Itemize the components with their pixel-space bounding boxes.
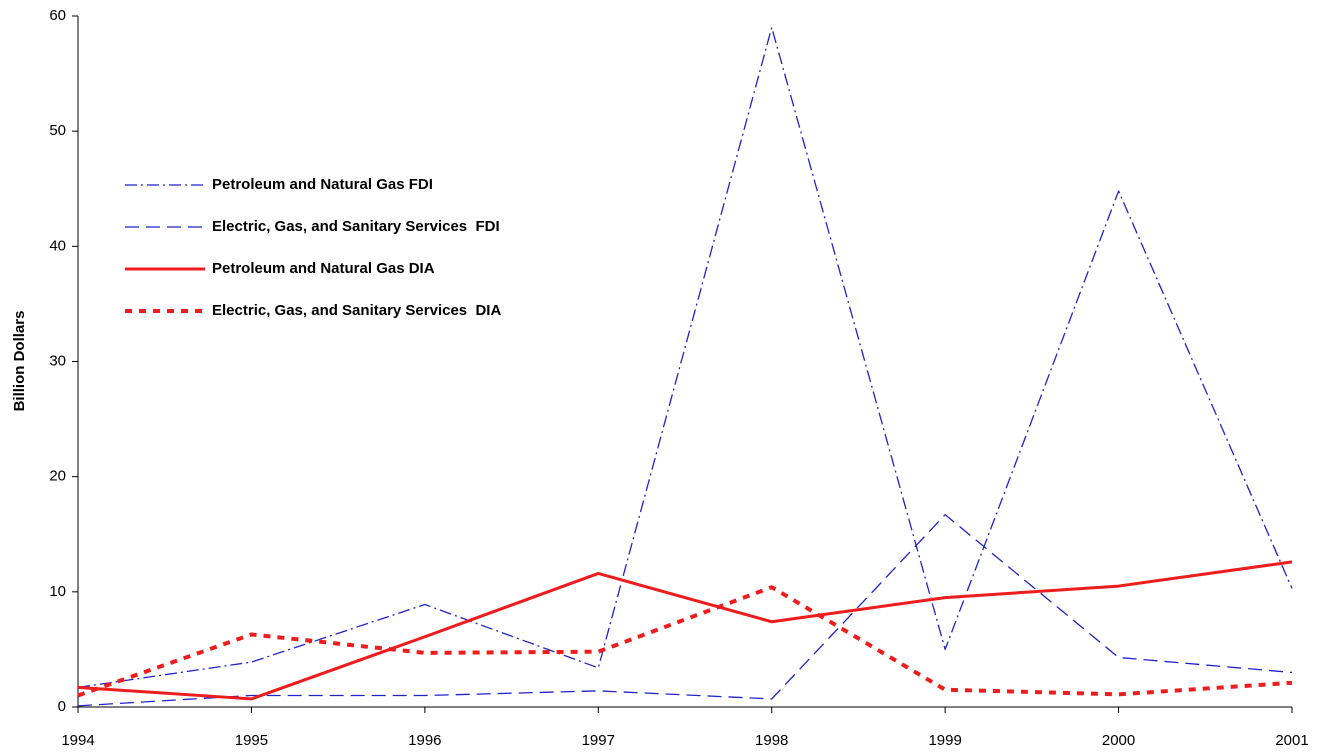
y-tick-label: 50: [49, 122, 66, 139]
series-line: [77, 560, 1293, 701]
x-tick-label: 1999: [928, 732, 961, 749]
x-tick-label: 1995: [235, 732, 268, 749]
y-axis-label: Billion Dollars: [11, 311, 28, 412]
y-tick-label: 20: [49, 468, 66, 485]
series-line: [77, 585, 1293, 698]
legend-label: Electric, Gas, and Sanitary Services FDI: [212, 218, 500, 235]
y-tick-label: 60: [49, 7, 66, 24]
legend-label: Petroleum and Natural Gas DIA: [212, 260, 435, 277]
series-line: [77, 514, 1293, 707]
legend-label: Electric, Gas, and Sanitary Services DIA: [212, 302, 501, 319]
y-tick-label: 30: [49, 352, 66, 369]
x-tick-label: 1996: [408, 732, 441, 749]
x-tick-label: 1997: [582, 732, 615, 749]
legend-label: Petroleum and Natural Gas FDI: [212, 176, 433, 193]
y-tick-label: 40: [49, 237, 66, 254]
series-line: [77, 26, 1293, 689]
x-tick-label: 1998: [755, 732, 788, 749]
x-tick-label: 1994: [61, 732, 94, 749]
y-tick-label: 10: [49, 583, 66, 600]
y-tick-label: 0: [58, 698, 66, 715]
x-tick-label: 2001: [1275, 732, 1308, 749]
x-tick-label: 2000: [1102, 732, 1135, 749]
